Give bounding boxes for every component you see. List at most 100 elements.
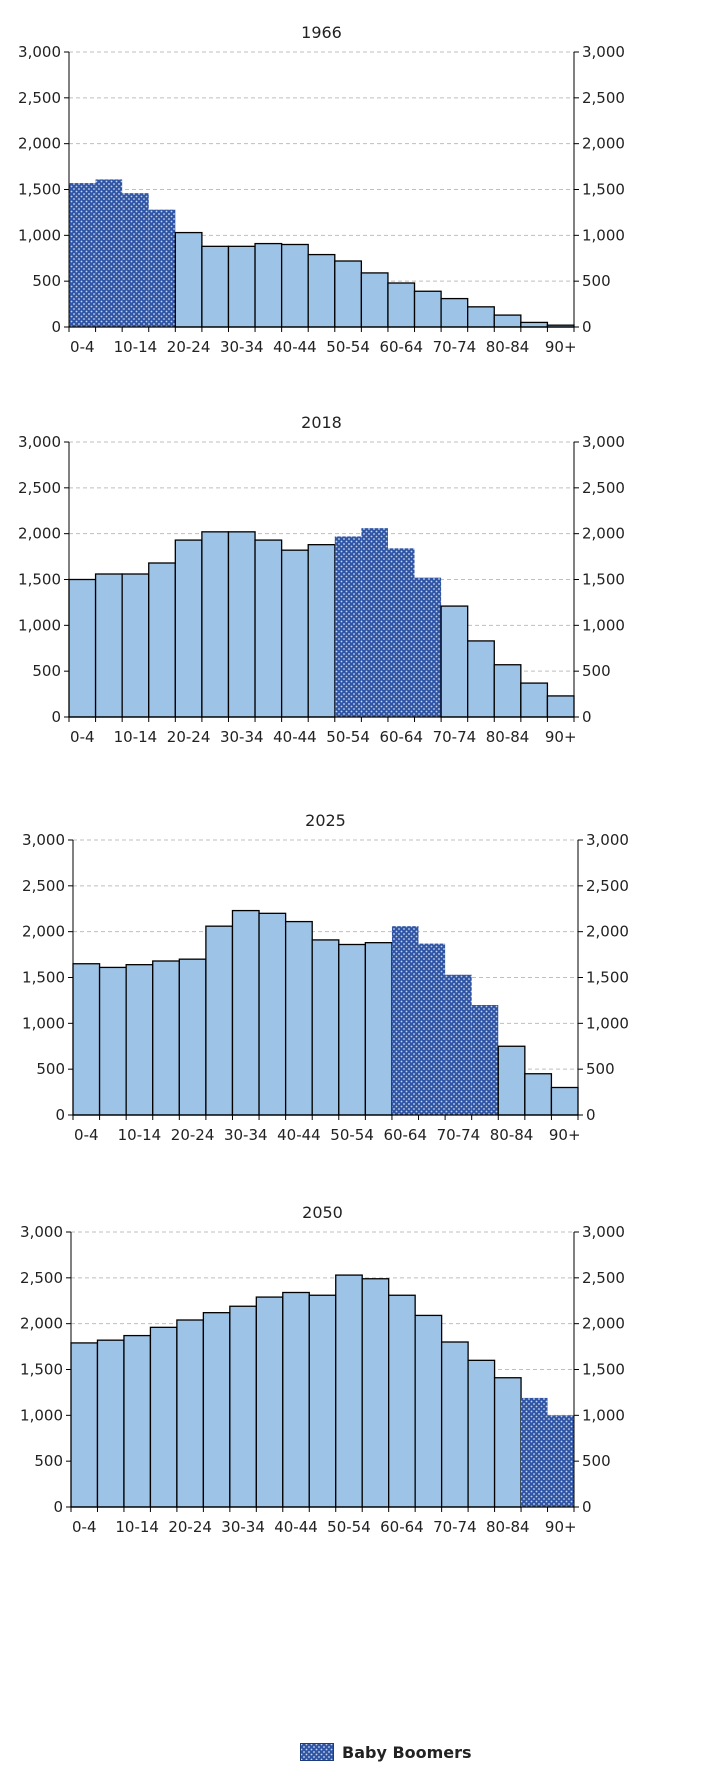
x-tick-label: 60-64 — [380, 1518, 424, 1536]
bar-10-14 — [123, 1334, 152, 1508]
y-tick-label-left: 3,000 — [20, 1223, 63, 1241]
bar-65-69 — [413, 290, 442, 328]
y-tick-label-left: 1,000 — [18, 226, 61, 244]
y-tick-label-left: 1,000 — [20, 1406, 63, 1424]
y-tick-label-left: 1,000 — [22, 1014, 65, 1032]
bar-15-19 — [148, 562, 176, 718]
x-tick-label: 90+ — [549, 1126, 581, 1144]
y-tick-label-left: 2,500 — [18, 479, 61, 497]
bar-55-59 — [364, 942, 393, 1116]
bar-5-9 — [98, 966, 127, 1116]
bar-35-39 — [258, 912, 287, 1116]
bar-20-24 — [178, 958, 207, 1116]
y-tick-label-left: 1,500 — [22, 969, 65, 987]
y-tick-label-left: 0 — [51, 708, 61, 726]
x-tick-label: 90+ — [545, 1518, 577, 1536]
bar-75-79 — [467, 1359, 496, 1508]
y-tick-label-left: 0 — [51, 318, 61, 336]
x-tick-label: 30-34 — [224, 1126, 268, 1144]
x-tick-label: 80-84 — [486, 1518, 530, 1536]
bar-20-24 — [176, 1319, 205, 1508]
x-tick-label: 20-24 — [167, 728, 211, 746]
bar-55-59 — [361, 528, 388, 717]
y-tick-label-right: 500 — [582, 1452, 611, 1470]
bar-40-44 — [280, 243, 309, 328]
bar-35-39 — [254, 242, 283, 328]
bar-10-14 — [125, 964, 154, 1116]
y-tick-label-left: 500 — [32, 662, 61, 680]
x-tick-label: 40-44 — [273, 338, 317, 356]
bar-10-14 — [122, 193, 149, 327]
y-tick-label-right: 1,500 — [582, 1361, 625, 1379]
x-tick-label: 60-64 — [383, 1126, 427, 1144]
chart-title: 1966 — [301, 23, 342, 42]
bar-90+ — [547, 1415, 574, 1507]
x-tick-label: 90+ — [545, 728, 577, 746]
y-tick-label-left: 2,000 — [22, 923, 65, 941]
x-tick-label: 10-14 — [115, 1518, 159, 1536]
x-tick-label: 30-34 — [221, 1518, 265, 1536]
bar-20-24 — [174, 539, 203, 718]
y-tick-label-right: 3,000 — [582, 433, 625, 451]
bar-60-64 — [387, 282, 416, 328]
bar-35-39 — [254, 539, 283, 718]
x-tick-label: 70-74 — [433, 728, 477, 746]
y-tick-label-left: 2,500 — [18, 89, 61, 107]
legend-swatch-baby-boomers — [300, 1743, 334, 1761]
y-tick-label-left: 500 — [36, 1060, 65, 1078]
chart-title: 2025 — [305, 811, 346, 830]
bar-40-44 — [280, 549, 309, 718]
bar-50-54 — [338, 943, 367, 1116]
bar-80-84 — [497, 1045, 526, 1116]
bar-90+ — [546, 695, 575, 718]
y-tick-label-right: 1,000 — [582, 226, 625, 244]
bar-20-24 — [174, 231, 203, 328]
bar-10-14 — [121, 573, 150, 718]
bar-45-49 — [311, 939, 340, 1116]
x-tick-label: 70-74 — [437, 1126, 481, 1144]
y-tick-label-left: 1,000 — [18, 616, 61, 634]
y-tick-label-right: 2,000 — [582, 135, 625, 153]
x-tick-label: 40-44 — [273, 728, 317, 746]
y-tick-label-right: 3,000 — [586, 831, 629, 849]
x-tick-label: 40-44 — [277, 1126, 321, 1144]
bar-25-29 — [201, 531, 230, 718]
x-tick-label: 20-24 — [167, 338, 211, 356]
bar-30-34 — [229, 1305, 257, 1508]
bar-85-89 — [524, 1073, 553, 1116]
bar-15-19 — [152, 960, 180, 1116]
x-tick-label: 50-54 — [330, 1126, 374, 1144]
x-tick-label: 70-74 — [433, 1518, 477, 1536]
bar-70-74 — [440, 605, 469, 718]
y-tick-label-left: 0 — [53, 1498, 63, 1516]
y-tick-label-right: 500 — [586, 1060, 615, 1078]
bar-65-69 — [418, 943, 446, 1115]
y-tick-label-right: 3,000 — [582, 1223, 625, 1241]
bar-15-19 — [149, 1326, 178, 1508]
bar-80-84 — [493, 1377, 522, 1508]
bar-50-54 — [334, 260, 363, 328]
bar-5-9 — [94, 573, 123, 718]
x-tick-label: 0-4 — [72, 1518, 97, 1536]
x-tick-label: 10-14 — [114, 338, 158, 356]
bar-85-89 — [521, 1397, 548, 1507]
y-tick-label-left: 1,500 — [18, 181, 61, 199]
bar-85-89 — [520, 682, 549, 718]
bar-45-49 — [307, 544, 336, 718]
y-tick-label-right: 0 — [582, 708, 592, 726]
chart-2018: 2018 0 0 500 500 1,000 1,000 1,500 1,500 2,000 2,0… — [18, 413, 625, 746]
bar-0-4 — [69, 183, 96, 327]
y-tick-label-right: 0 — [586, 1106, 596, 1124]
bar-40-44 — [282, 1291, 310, 1508]
bar-70-74 — [440, 1341, 469, 1508]
bar-85-89 — [520, 321, 549, 328]
bar-0-4 — [68, 578, 97, 718]
bar-5-9 — [96, 1339, 125, 1508]
bar-35-39 — [255, 1296, 284, 1508]
bar-25-29 — [201, 245, 230, 328]
y-tick-label-right: 1,500 — [582, 181, 625, 199]
bar-0-4 — [72, 963, 101, 1116]
x-tick-label: 80-84 — [486, 338, 530, 356]
x-tick-label: 50-54 — [326, 338, 370, 356]
y-tick-label-left: 0 — [55, 1106, 65, 1124]
